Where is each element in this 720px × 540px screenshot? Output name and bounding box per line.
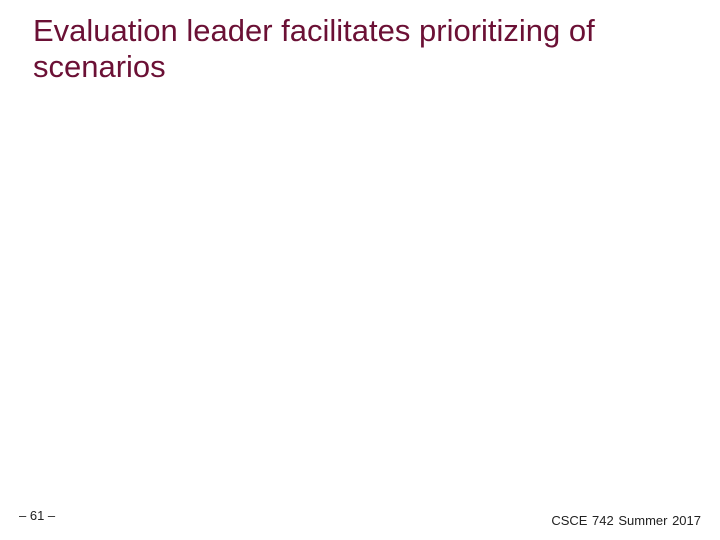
slide-title: Evaluation leader facilitates prioritizi… bbox=[33, 13, 595, 84]
page-number: – 61 – bbox=[19, 508, 56, 523]
course-label: CSCE 742 Summer 2017 bbox=[551, 513, 701, 528]
